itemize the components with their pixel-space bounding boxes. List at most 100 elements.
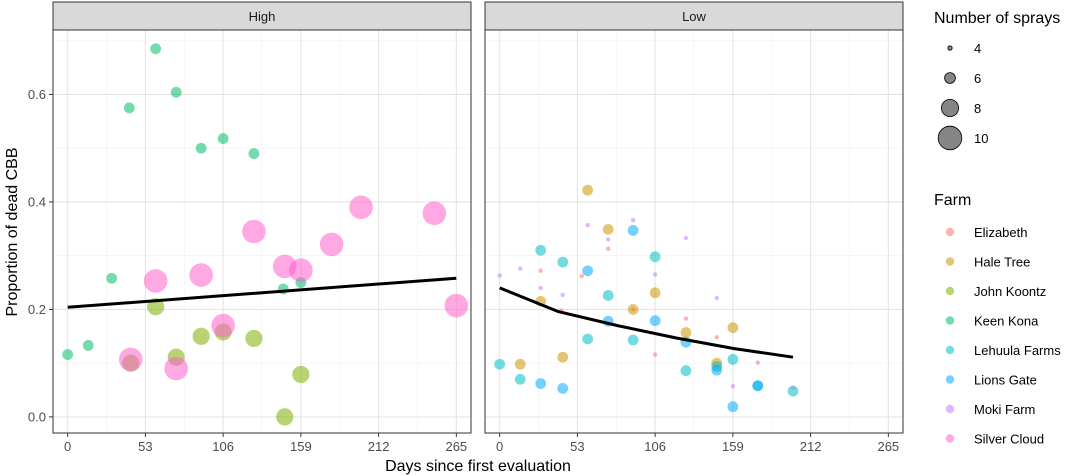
data-point bbox=[557, 351, 569, 363]
grid-low bbox=[485, 30, 903, 433]
legend-farm-label: John Koontz bbox=[974, 284, 1046, 299]
legend-farm-label: Keen Kona bbox=[974, 314, 1039, 329]
panel-border-high bbox=[52, 29, 472, 434]
trend-high bbox=[67, 276, 457, 309]
legend-farm-key bbox=[945, 375, 955, 384]
data-point bbox=[714, 335, 719, 340]
panel-strip-high bbox=[52, 1, 472, 31]
data-point bbox=[630, 218, 636, 223]
x-ticks-low: 0 53 106 159 212 265 bbox=[496, 433, 899, 454]
x-tick-label: 0 bbox=[496, 439, 503, 454]
data-point bbox=[514, 358, 526, 370]
data-point bbox=[560, 292, 565, 298]
data-point bbox=[170, 86, 182, 98]
data-point bbox=[714, 295, 719, 301]
data-point bbox=[497, 273, 502, 278]
data-point bbox=[752, 380, 764, 392]
data-point bbox=[582, 184, 594, 196]
data-point bbox=[680, 327, 692, 338]
points-high bbox=[62, 43, 469, 426]
data-point bbox=[118, 347, 143, 372]
data-point bbox=[602, 223, 614, 235]
legend-farm-key bbox=[945, 404, 955, 414]
data-point bbox=[557, 383, 569, 394]
x-tick-label: 0 bbox=[64, 439, 71, 454]
x-tick-label: 212 bbox=[800, 439, 822, 454]
y-tick-label: 0.0 bbox=[28, 409, 46, 424]
y-tick-label: 0.4 bbox=[28, 194, 46, 209]
data-point bbox=[289, 258, 313, 282]
x-ticks-high: 0 53 106 159 212 265 bbox=[64, 433, 467, 454]
legend-size-key bbox=[947, 45, 953, 51]
data-point bbox=[627, 304, 639, 315]
legend-size-key bbox=[944, 72, 956, 84]
legend-farm-key bbox=[945, 345, 955, 355]
data-point bbox=[727, 401, 739, 413]
x-tick-label: 106 bbox=[644, 439, 666, 454]
data-point bbox=[680, 365, 692, 377]
data-point bbox=[242, 219, 266, 244]
data-point bbox=[790, 385, 796, 391]
data-point bbox=[727, 322, 739, 334]
data-point bbox=[538, 285, 543, 291]
data-point bbox=[494, 358, 506, 370]
panel-strip-label-high: High bbox=[249, 9, 276, 24]
data-point bbox=[606, 246, 611, 251]
legend-size-label: 10 bbox=[974, 131, 988, 146]
data-point bbox=[727, 353, 739, 365]
y-axis-title: Proportion of dead CBB bbox=[4, 148, 21, 317]
data-point bbox=[245, 329, 263, 348]
data-point bbox=[538, 268, 543, 273]
legend-size: Number of sprays 4 6 8 10 bbox=[934, 10, 1060, 151]
x-tick-label: 265 bbox=[445, 439, 467, 454]
data-point bbox=[211, 313, 235, 338]
data-point bbox=[276, 408, 294, 426]
data-point bbox=[150, 43, 162, 55]
data-point bbox=[535, 378, 547, 389]
data-point bbox=[422, 201, 447, 226]
data-point bbox=[787, 385, 799, 397]
legend-size-label: 8 bbox=[974, 101, 981, 116]
data-point bbox=[164, 356, 188, 381]
data-point bbox=[557, 256, 569, 268]
data-point bbox=[535, 244, 547, 256]
data-point bbox=[189, 263, 213, 287]
x-tick-label: 106 bbox=[212, 439, 234, 454]
y-tick-label: 0.2 bbox=[28, 302, 46, 317]
y-ticks: 0.0 0.2 0.4 0.6 bbox=[28, 87, 53, 424]
x-tick-label: 53 bbox=[138, 439, 152, 454]
x-tick-label: 159 bbox=[290, 439, 312, 454]
data-point bbox=[649, 287, 661, 299]
legend-size-key bbox=[937, 125, 963, 151]
data-point bbox=[217, 133, 229, 144]
data-point bbox=[349, 195, 373, 220]
legend-size-key bbox=[941, 99, 960, 118]
legend-farm-label: Lehuula Farms bbox=[974, 343, 1061, 358]
data-point bbox=[106, 272, 118, 284]
data-point bbox=[143, 269, 168, 293]
legend-farm-label: Lions Gate bbox=[974, 373, 1037, 388]
legend-size-label: 6 bbox=[974, 71, 981, 86]
trend-low bbox=[499, 286, 794, 359]
legend-size-label: 4 bbox=[974, 41, 981, 56]
legend-farm-label: Elizabeth bbox=[974, 225, 1027, 240]
data-point bbox=[292, 365, 310, 384]
data-point bbox=[195, 142, 207, 154]
data-point bbox=[602, 290, 614, 301]
legend-farm-key bbox=[945, 286, 955, 296]
legend-farm-key bbox=[945, 227, 955, 237]
data-point bbox=[683, 316, 689, 321]
x-tick-label: 212 bbox=[368, 439, 390, 454]
legend-farm-entries: Elizabeth Hale Tree John Koontz Keen Kona Le… bbox=[945, 225, 1061, 447]
legend-farm-key bbox=[945, 316, 955, 325]
legend-farm: Farm Elizabeth Hale Tree John Koontz Keen K… bbox=[934, 192, 1061, 447]
legend-farm-title: Farm bbox=[934, 192, 971, 209]
trend-line bbox=[499, 286, 794, 359]
legend-farm-label: Hale Tree bbox=[974, 255, 1030, 270]
x-tick-label: 159 bbox=[722, 439, 744, 454]
legend-size-entries: 4 6 8 10 bbox=[937, 41, 988, 151]
data-point bbox=[711, 364, 723, 376]
data-point bbox=[579, 273, 584, 279]
panel-low: Low 0 53 106 159 212 265 bbox=[484, 1, 904, 454]
data-point bbox=[627, 334, 639, 346]
